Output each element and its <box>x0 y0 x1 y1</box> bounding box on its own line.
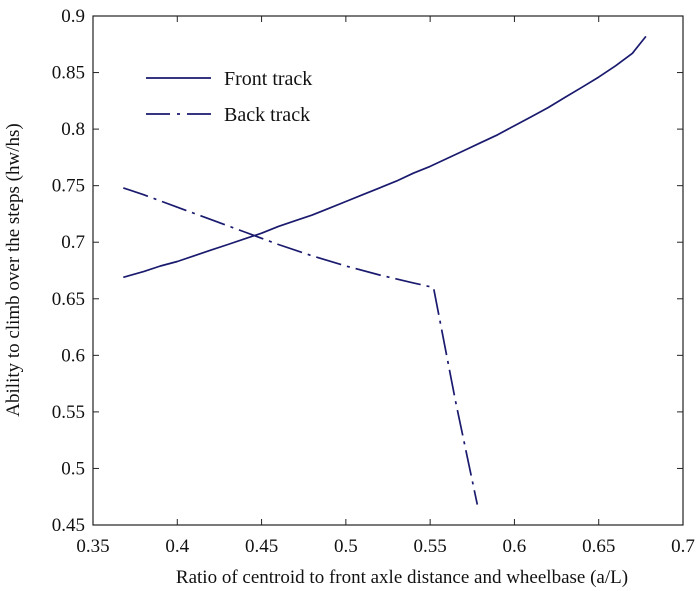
y-tick-label: 0.7 <box>61 232 85 253</box>
x-tick-label: 0.7 <box>671 536 695 557</box>
y-tick-label: 0.85 <box>52 63 85 84</box>
plot-frame <box>92 15 684 526</box>
y-axis-ticks: 0.45 0.5 0.55 0.6 0.65 0.7 0.75 0.8 0.85 0.9 <box>52 6 683 536</box>
series-front-track-line <box>123 35 647 279</box>
x-axis-ticks: 0.35 0.4 0.45 0.5 0.55 0.6 0.65 0.7 <box>76 16 695 557</box>
y-tick-label: 0.8 <box>61 119 85 140</box>
y-axis-title: Ability to climb over the steps (hw/hs) <box>3 123 24 416</box>
y-tick-label: 0.9 <box>61 6 85 27</box>
y-tick-label: 0.55 <box>52 402 85 423</box>
x-axis-title: Ratio of centroid to front axle distance… <box>176 567 628 588</box>
y-tick-label: 0.5 <box>61 458 85 479</box>
x-tick-label: 0.35 <box>76 536 109 557</box>
legend-label-front-track: Front track <box>224 68 312 90</box>
y-tick-label: 0.75 <box>52 176 85 197</box>
plot-border <box>92 15 684 526</box>
y-tick-label: 0.65 <box>52 289 85 310</box>
y-tick-label: 0.45 <box>52 515 85 536</box>
legend-label-back-track: Back track <box>224 104 310 126</box>
x-tick-label: 0.45 <box>245 536 278 557</box>
x-tick-label: 0.6 <box>503 536 527 557</box>
legend: Front track Back track <box>146 68 312 126</box>
x-tick-label: 0.55 <box>414 536 447 557</box>
x-tick-label: 0.4 <box>165 536 189 557</box>
y-tick-label: 0.6 <box>61 345 85 366</box>
x-tick-label: 0.65 <box>582 536 615 557</box>
series-back-track-line <box>123 187 479 505</box>
series-layer <box>123 35 647 505</box>
x-tick-label: 0.5 <box>334 536 358 557</box>
